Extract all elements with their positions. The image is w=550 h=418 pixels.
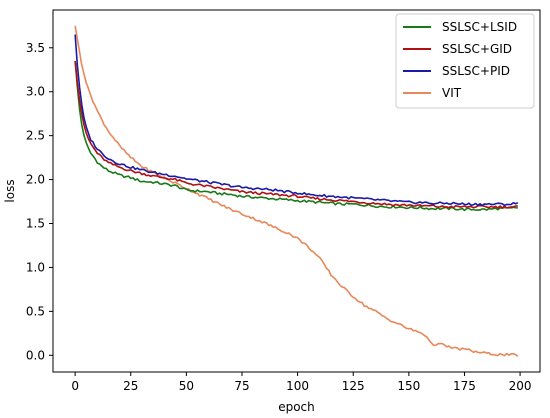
x-tick-label: 75: [234, 379, 249, 393]
series-line-vit: [74, 25, 519, 358]
x-tick-label: 25: [123, 379, 138, 393]
legend-box: [395, 13, 535, 109]
legend-label: VIT: [442, 86, 462, 100]
y-axis-label: loss: [3, 179, 17, 202]
y-tick-label: 1.5: [26, 217, 45, 231]
axes-frame: [52, 9, 541, 373]
y-tick-label: 3.5: [26, 41, 45, 55]
series-layer: [74, 25, 519, 358]
y-tick-label: 3.0: [26, 85, 45, 99]
y-tick-label: 0.0: [26, 348, 45, 362]
x-tick-label: 50: [179, 379, 194, 393]
x-tick-label: 125: [342, 379, 365, 393]
y-tick-label: 0.5: [26, 304, 45, 318]
series-line-sslsc-pid: [74, 34, 519, 207]
x-tick-label: 175: [453, 379, 476, 393]
y-tick-label: 2.5: [26, 129, 45, 143]
x-tick-label: 100: [286, 379, 309, 393]
legend-label: SSLSC+LSID: [442, 20, 517, 34]
axes-layer: 0 25 50 75 100 125 150 175 200 0.0 0.5 1.0 1.5 2.0 2.5…: [26, 9, 541, 393]
legend: SSLSC+LSID SSLSC+GID SSLSC+PID VIT: [395, 13, 535, 109]
series-line-sslsc-lsid: [74, 60, 518, 212]
legend-label: SSLSC+PID: [442, 64, 510, 78]
x-tick-label: 0: [71, 379, 79, 393]
y-tick-label: 2.0: [26, 173, 45, 187]
x-tick-label: 150: [397, 379, 420, 393]
series-line-sslsc-gid: [74, 60, 518, 209]
x-tick-label: 200: [509, 379, 532, 393]
legend-label: SSLSC+GID: [442, 42, 512, 56]
y-tick-label: 1.0: [26, 260, 45, 274]
x-axis-label: epoch: [278, 400, 315, 414]
